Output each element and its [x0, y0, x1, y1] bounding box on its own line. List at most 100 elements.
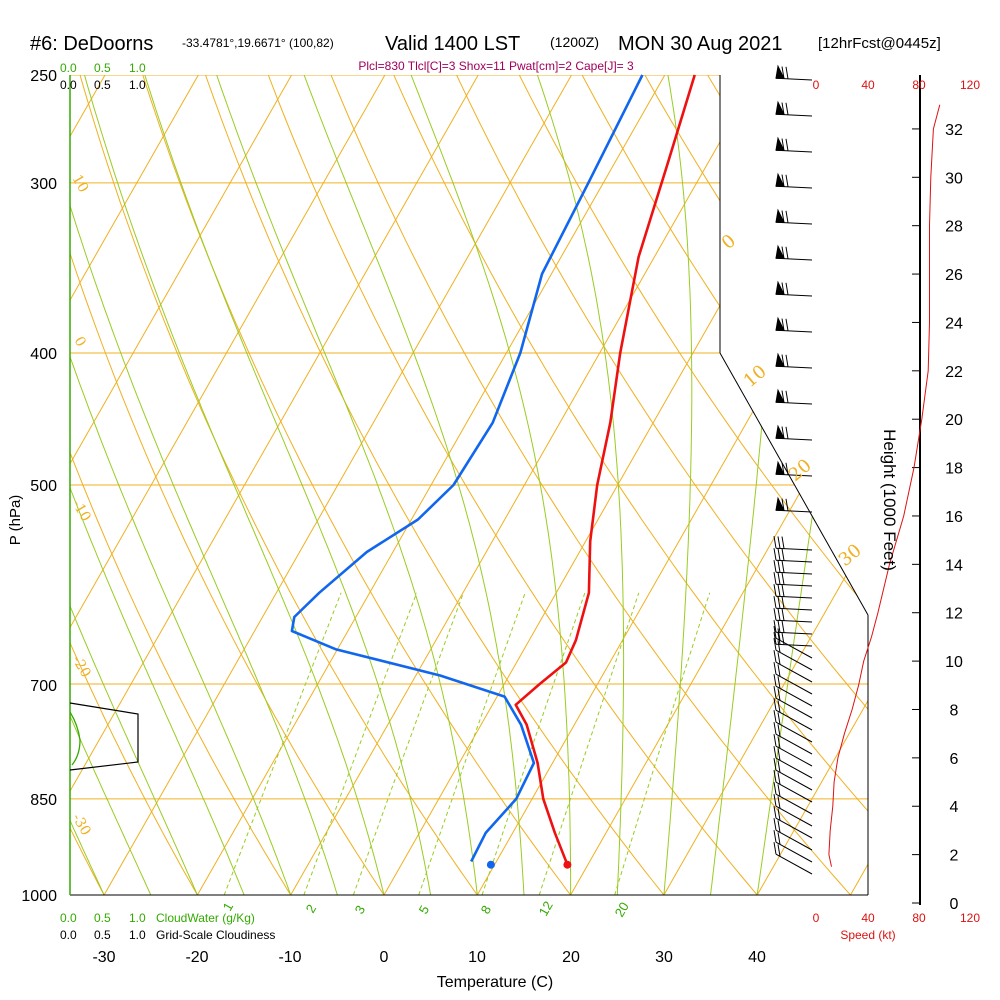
- pressure-tick-300: 300: [30, 176, 57, 193]
- wind-barb-feather: [773, 770, 777, 783]
- theta-label-10: 10: [740, 361, 771, 392]
- theta-label-0: 0: [718, 230, 740, 253]
- mixing-ratio-labels: 1 2 3 5 8 12 20: [220, 898, 632, 919]
- speed-top-tick-0: 0: [813, 78, 820, 92]
- isotherm-line: [663, 75, 868, 895]
- temperature-tick-labels: -30 -20 -10 0 10 20 30 40: [92, 949, 766, 966]
- wind-barb: [775, 208, 813, 225]
- wind-barb-feather: [777, 772, 781, 785]
- wind-barb: [775, 136, 813, 153]
- wind-barb-feather: [781, 548, 785, 561]
- wind-barb: [773, 686, 813, 719]
- height-tick-label: 0: [950, 896, 959, 913]
- wind-barb-feather: [773, 596, 777, 609]
- wind-barb-feather: [777, 66, 781, 79]
- wind-barb-feather: [777, 282, 781, 295]
- wind-barb-feather: [781, 102, 785, 115]
- title-utc: (1200Z): [550, 34, 599, 50]
- wind-barb-staff: [775, 829, 813, 851]
- moist-adiabat-line: [70, 75, 152, 895]
- isotherm-label-minus20: -20: [69, 653, 94, 681]
- wind-barb-feather: [781, 246, 785, 259]
- cloudiness-bottom-tick-2: 1.0: [129, 928, 146, 942]
- mixing-ratio-label-20: 20: [612, 899, 632, 919]
- wind-barb-feather: [781, 536, 785, 549]
- wind-barb-feather: [773, 560, 777, 573]
- wind-barb-feather: [777, 246, 781, 259]
- mixing-ratio-label-8: 8: [478, 903, 495, 917]
- moist-adiabat-line: [70, 75, 338, 895]
- wind-barb-feather: [785, 462, 789, 475]
- wind-barb-feather: [785, 318, 789, 331]
- dry-adiabat-line: [70, 75, 198, 895]
- moist-adiabat-line: [216, 75, 478, 895]
- mixing-ratio-label-2: 2: [303, 902, 320, 916]
- pressure-tick-1000: 1000: [21, 888, 57, 905]
- pressure-tick-400: 400: [30, 346, 57, 363]
- temp-tick-minus30: -30: [92, 949, 115, 966]
- moist-adiabat-line: [303, 75, 525, 895]
- wind-barb-staff: [775, 733, 813, 755]
- wind-barb-feather: [777, 652, 781, 665]
- cloudwater-label: CloudWater (g/Kg): [156, 911, 255, 925]
- wind-barb: [773, 560, 813, 575]
- wind-barb-feather: [773, 794, 777, 807]
- wind-barb-feather: [773, 746, 777, 759]
- temperature-profile: [514, 74, 696, 866]
- dry-adiabat-line: [142, 75, 571, 895]
- pressure-tick-700: 700: [30, 678, 57, 695]
- wind-barb-feather: [773, 536, 777, 549]
- wind-barb-staff: [775, 805, 813, 827]
- wind-barb: [773, 746, 813, 779]
- wind-barb-staff: [775, 697, 813, 719]
- isotherm-labels: 10 0 -10 -20 -30 0 10 20 30: [69, 172, 866, 839]
- cloudwater-bottom-tick-1: 0.5: [94, 911, 111, 925]
- wind-barb-feather: [777, 808, 781, 821]
- wind-barb-staff: [775, 547, 813, 551]
- temperature-axis-label: Temperature (C): [437, 974, 553, 991]
- wind-barb-feather: [773, 638, 777, 651]
- dry-adiabat-line: [205, 75, 665, 895]
- wind-barb-feather: [773, 572, 777, 585]
- wind-barb-feather: [773, 842, 777, 855]
- mixing-ratio-line: [481, 592, 586, 895]
- isotherm-line: [944, 75, 1000, 895]
- cloudwater-scale-bottom: 0.0 0.5 1.0 CloudWater (g/Kg) 0.0 0.5 1.…: [60, 911, 275, 942]
- pressure-tick-250: 250: [30, 68, 57, 85]
- wind-barb-staff: [775, 649, 813, 671]
- mixing-ratio-line: [303, 592, 418, 895]
- mixing-ratio-label-3: 3: [352, 903, 369, 917]
- cloudiness-top-tick-1: 0.5: [94, 78, 111, 92]
- mixing-ratio-line: [223, 592, 342, 895]
- wind-barb-feather: [773, 650, 777, 663]
- wind-barb-feather: [773, 686, 777, 699]
- wind-barb-feather: [781, 390, 785, 403]
- wind-barb: [773, 710, 813, 743]
- temp-tick-30: 30: [655, 949, 673, 966]
- height-tick-label: 8: [950, 702, 959, 719]
- height-tick-label: 18: [945, 461, 963, 478]
- wind-barb-staff: [775, 619, 813, 623]
- wind-barb-feather: [785, 354, 789, 367]
- temp-tick-40: 40: [748, 949, 766, 966]
- speed-axis-label: Speed (kt): [840, 928, 895, 942]
- height-tick-label: 24: [945, 315, 963, 332]
- title-station: #6: DeDoorns: [30, 33, 153, 55]
- isotherm-line: [756, 75, 868, 895]
- wind-barb: [775, 100, 813, 117]
- dry-adiabat-line: [70, 75, 292, 895]
- wind-barb-feather: [781, 596, 785, 609]
- cloudiness-top-tick-2: 1.0: [129, 78, 146, 92]
- wind-barb-staff: [775, 637, 813, 659]
- wind-barb: [773, 638, 813, 671]
- wind-barb-staff: [775, 595, 813, 599]
- wind-barb: [773, 698, 813, 731]
- wind-barb: [775, 496, 813, 513]
- isotherm-line: [70, 75, 293, 895]
- moist-adiabat-line: [70, 75, 198, 895]
- height-tick-label: 6: [950, 751, 959, 768]
- height-tick-label: 26: [945, 267, 963, 284]
- wind-barb-feather: [781, 498, 785, 511]
- wind-barb-feather: [777, 596, 781, 609]
